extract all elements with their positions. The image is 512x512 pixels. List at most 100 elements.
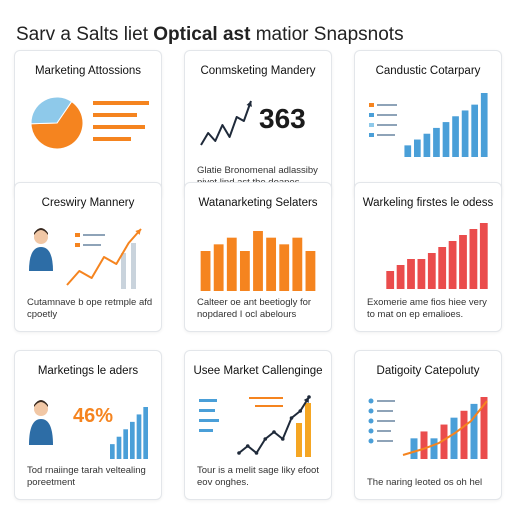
bar-chart bbox=[200, 231, 316, 291]
page-title: Sarv a Salts liet Optical ast matior Sna… bbox=[16, 24, 404, 46]
legend-line bbox=[377, 400, 395, 402]
bar-mark bbox=[427, 253, 436, 289]
bar-mark bbox=[296, 423, 302, 457]
legend-swatch bbox=[75, 243, 80, 247]
bar-mark bbox=[305, 251, 316, 291]
bar-illustration bbox=[363, 83, 493, 161]
card-warkeling-firstes[interactable]: Warkeling firstes le odess Exomerie ame … bbox=[354, 182, 502, 332]
person-head-icon bbox=[34, 230, 48, 244]
card-caption: Calteer oe ant beetiogly for nopdared I … bbox=[197, 297, 312, 320]
card-caption: Tod rnaiinge tarah veltealing poreetment bbox=[27, 465, 146, 488]
bar-chart bbox=[386, 223, 488, 289]
legend-line bbox=[199, 409, 215, 412]
legend-dot bbox=[368, 438, 374, 444]
line-chart bbox=[199, 395, 311, 457]
legend-line bbox=[255, 405, 283, 407]
big-number: 363 bbox=[259, 103, 306, 134]
card-caption: Cutamnave b ope retmple afd cpoetly bbox=[27, 297, 153, 320]
bar-mark bbox=[136, 414, 142, 459]
title-suffix: matior Snapsnots bbox=[250, 24, 404, 45]
legend-line bbox=[377, 430, 391, 432]
card-marketings-le-aders[interactable]: Marketings le aders 46% Tod rnaiinge tar… bbox=[14, 350, 162, 500]
bar-mark bbox=[266, 237, 277, 291]
person-hair-icon bbox=[34, 400, 48, 407]
bar-mark bbox=[407, 259, 415, 289]
bar-chart bbox=[369, 93, 488, 157]
bar-mark bbox=[410, 438, 418, 459]
legend-line bbox=[377, 420, 395, 422]
legend-dot bbox=[368, 428, 374, 434]
bar-mark bbox=[239, 251, 250, 291]
legend-line bbox=[377, 124, 397, 126]
card-creswiry-mannery[interactable]: Creswiry Mannery Cutamnave b ope retmple… bbox=[14, 182, 162, 332]
legend-line bbox=[377, 114, 397, 116]
card-datigoity-catepoluty[interactable]: Datigoity Catepoluty The naring leoted o… bbox=[354, 350, 502, 500]
bar-mark bbox=[200, 251, 211, 291]
legend-line bbox=[83, 234, 105, 236]
line-point bbox=[237, 451, 241, 455]
card-caption: Tour is a melit sage liky efoot eov ongh… bbox=[197, 465, 319, 488]
bar-illustration bbox=[193, 215, 323, 293]
big-number: 46% bbox=[73, 405, 114, 427]
legend-line bbox=[93, 101, 149, 105]
legend-line bbox=[377, 440, 393, 442]
bar-mark bbox=[143, 407, 148, 459]
legend-line bbox=[83, 244, 101, 246]
bar-mark bbox=[420, 431, 428, 459]
card-title: Watanarketing Selaters bbox=[198, 197, 318, 209]
bar-mark bbox=[123, 429, 128, 459]
card-title: Creswiry Mannery bbox=[41, 197, 135, 209]
person-head-icon bbox=[34, 402, 48, 416]
bar-mark bbox=[131, 243, 136, 289]
legend-line bbox=[199, 419, 219, 422]
card-usee-market-callenginge[interactable]: Usee Market Callenginge Tour is a melit … bbox=[184, 350, 332, 500]
bar-chart bbox=[368, 397, 488, 459]
bar-mark bbox=[226, 237, 237, 291]
legend-line bbox=[199, 429, 213, 432]
arrow-head-icon bbox=[246, 101, 252, 107]
bar-mark bbox=[396, 265, 405, 289]
title-prefix: Sarv a Salts liet bbox=[16, 24, 154, 45]
person-growth-illustration bbox=[23, 215, 153, 293]
line-chart bbox=[200, 100, 252, 146]
pie-slice bbox=[30, 100, 84, 150]
card-watanarketing-selaters[interactable]: Watanarketing Selaters Calteer oe ant be… bbox=[184, 182, 332, 332]
bar-mark bbox=[461, 110, 469, 157]
legend-swatch bbox=[369, 113, 374, 117]
card-title: Conmsketing Mandery bbox=[200, 65, 316, 77]
bar-mark bbox=[386, 271, 395, 289]
growth-chart bbox=[29, 228, 142, 289]
bar-mark bbox=[121, 253, 126, 289]
bar-chart bbox=[29, 400, 148, 459]
card-conmsketing-mandery[interactable]: Conmsketing Mandery 363 Glatie Bronomena… bbox=[184, 50, 332, 200]
bar-mark bbox=[110, 444, 115, 459]
card-marketing-attossions[interactable]: Marketing Attossions bbox=[14, 50, 162, 200]
bar-illustration bbox=[363, 215, 493, 293]
bar-mark bbox=[430, 438, 438, 459]
legend-swatch bbox=[369, 103, 374, 107]
line-point bbox=[298, 409, 303, 413]
line-point bbox=[289, 416, 294, 420]
bar-mark bbox=[452, 116, 459, 157]
snapshot-grid: Marketing Attossions Conmsketing Mandery… bbox=[14, 50, 502, 500]
pie-chart bbox=[30, 96, 149, 150]
bar-mark bbox=[470, 403, 478, 459]
legend-line bbox=[377, 410, 393, 412]
pie-illustration bbox=[23, 83, 153, 161]
legend-line bbox=[93, 137, 131, 141]
legend-line bbox=[377, 134, 395, 136]
legend-line bbox=[93, 113, 137, 117]
card-caption: Exomerie ame fios hiee very to mat on ep… bbox=[367, 297, 487, 320]
legend-line bbox=[377, 104, 397, 106]
person-bar-illustration bbox=[23, 383, 153, 461]
line-point bbox=[254, 451, 259, 455]
card-title: Usee Market Callenginge bbox=[193, 365, 323, 377]
bar-mark bbox=[413, 139, 421, 157]
trend-line bbox=[402, 400, 488, 456]
card-candustic-cotarpary[interactable]: Candustic Cotarpary bbox=[354, 50, 502, 200]
bar-mark bbox=[440, 424, 448, 459]
person-body-icon bbox=[29, 419, 53, 445]
bar-mark bbox=[479, 223, 488, 289]
bar-mark bbox=[480, 93, 488, 157]
bar-mark bbox=[459, 235, 467, 289]
